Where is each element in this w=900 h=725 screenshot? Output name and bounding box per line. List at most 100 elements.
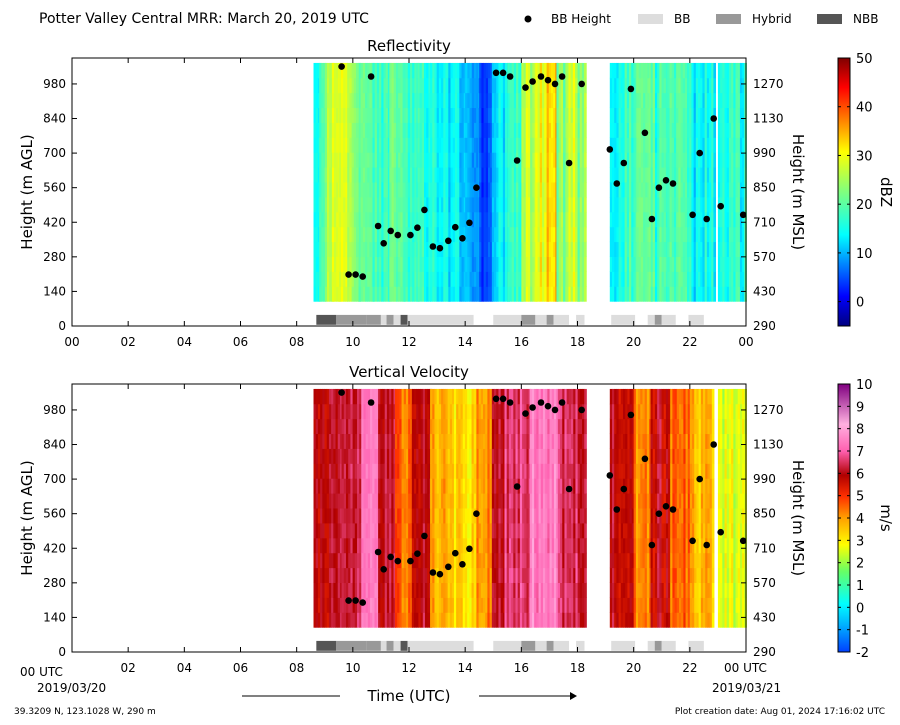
data-cell <box>612 122 615 138</box>
data-cell <box>438 122 442 138</box>
data-cell <box>319 122 322 138</box>
data-cell <box>502 463 506 479</box>
data-cell <box>389 271 392 287</box>
data-cell <box>420 403 424 420</box>
data-cell <box>467 241 470 258</box>
data-cell <box>416 612 419 628</box>
data-cell <box>346 597 349 613</box>
data-cell <box>391 552 394 569</box>
data-cell <box>640 167 644 183</box>
data-cell <box>684 137 688 153</box>
data-cell <box>467 508 470 524</box>
data-cell <box>496 92 499 109</box>
data-cell <box>516 211 519 228</box>
data-cell <box>317 508 321 524</box>
data-cell <box>335 463 339 479</box>
data-cell <box>511 388 514 405</box>
data-cell <box>417 122 421 138</box>
data-cell <box>357 448 360 464</box>
data-cell <box>452 448 455 464</box>
data-cell <box>643 107 646 123</box>
data-cell <box>317 403 321 420</box>
data-cell <box>326 197 330 213</box>
data-cell <box>326 92 330 109</box>
data-cell <box>450 92 454 109</box>
data-cell <box>532 197 535 213</box>
data-cell <box>331 463 334 479</box>
data-cell <box>376 197 380 213</box>
bb-height-point <box>627 85 635 93</box>
data-cell <box>577 271 581 287</box>
data-cell <box>584 211 587 228</box>
data-cell <box>546 256 550 272</box>
data-cell <box>411 612 415 628</box>
data-cell <box>537 167 541 183</box>
data-cell <box>577 152 581 168</box>
data-cell <box>365 77 368 94</box>
data-cell <box>367 523 371 539</box>
data-cell <box>654 226 658 243</box>
data-cell <box>494 197 497 213</box>
data-cell <box>361 418 364 435</box>
data-cell <box>387 256 391 272</box>
data-cell <box>544 137 547 153</box>
data-cell <box>452 107 456 123</box>
data-cell <box>483 567 486 584</box>
data-cell <box>523 197 527 213</box>
data-cell <box>560 77 564 94</box>
data-cell <box>412 197 415 213</box>
data-cell <box>354 433 358 449</box>
data-cell <box>463 271 467 287</box>
data-cell <box>717 92 721 109</box>
legend-swatch <box>716 14 741 24</box>
data-cell <box>333 493 336 509</box>
data-cell <box>570 167 574 183</box>
data-cell <box>393 433 397 449</box>
bb-height-point <box>696 149 703 157</box>
data-cell <box>726 107 730 123</box>
data-cell <box>362 62 366 79</box>
data-cell <box>643 182 646 198</box>
data-cell <box>487 388 490 405</box>
data-cell <box>369 271 373 287</box>
data-cell <box>427 582 430 598</box>
data-cell <box>618 197 622 213</box>
data-cell <box>537 137 541 153</box>
data-cell <box>665 122 669 138</box>
data-cell <box>456 597 459 613</box>
data-cell <box>551 107 554 123</box>
data-cell <box>687 137 690 153</box>
data-cell <box>742 286 745 302</box>
data-cell <box>443 537 446 554</box>
data-cell <box>498 122 502 138</box>
data-cell <box>428 271 432 287</box>
data-cell <box>507 62 510 79</box>
data-cell <box>458 537 461 554</box>
data-cell <box>689 122 692 138</box>
data-cell <box>524 433 527 449</box>
data-cell <box>419 92 423 109</box>
data-cell <box>348 403 351 420</box>
data-cell <box>383 226 387 243</box>
data-cell <box>387 241 391 258</box>
y-right-tick-label: 850 <box>753 181 776 195</box>
data-cell <box>551 152 554 168</box>
data-cell <box>419 241 423 258</box>
data-cell <box>505 107 508 123</box>
data-cell <box>638 256 642 272</box>
data-cell <box>414 256 417 272</box>
data-cell <box>389 152 392 168</box>
data-cell <box>513 403 516 420</box>
data-cell <box>483 403 486 420</box>
data-cell <box>638 197 642 213</box>
data-cell <box>532 137 535 153</box>
data-cell <box>728 256 732 272</box>
data-cell <box>363 388 367 405</box>
data-cell <box>506 612 510 628</box>
data-cell <box>609 286 613 302</box>
data-cell <box>473 167 477 183</box>
data-cell <box>397 448 400 464</box>
data-cell <box>652 197 656 213</box>
data-cell <box>382 612 386 628</box>
data-cell <box>483 122 487 138</box>
